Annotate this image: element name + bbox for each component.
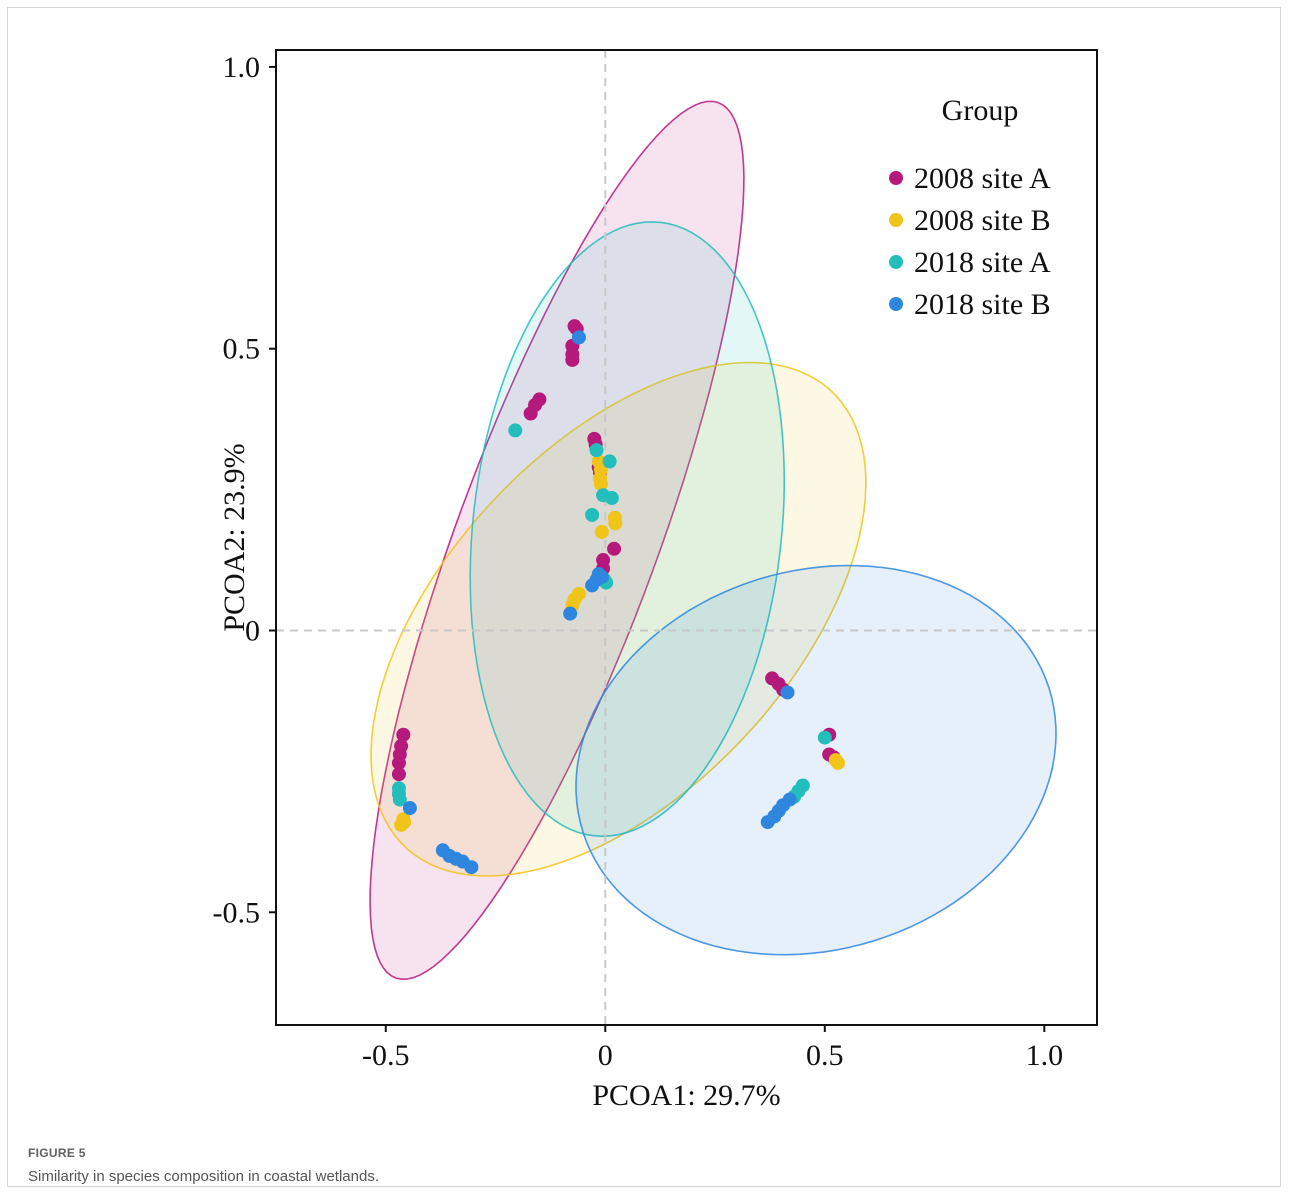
- point-2018-site-a-1: [589, 443, 604, 458]
- ellipse-2008-site-b: [370, 361, 867, 877]
- x-tick-label: 0.5: [806, 1039, 844, 1072]
- point-2008-site-b-14: [830, 755, 845, 770]
- point-2008-site-b-5: [608, 516, 623, 531]
- confidence-ellipses: [369, 100, 1057, 981]
- pcoa-chart: -0.5 0 0.5 1.0 -0.5 0 0.5 1.0 PCOA1: 29.7% PCOA…: [213, 49, 1098, 1112]
- point-2008-site-a-12: [607, 541, 622, 556]
- figure-caption: Similarity in species composition in coa…: [28, 1168, 379, 1185]
- point-2018-site-b-12: [780, 685, 795, 700]
- x-tick-label: -0.5: [362, 1039, 410, 1072]
- y-axis-label: PCOA2: 23.9%: [218, 443, 251, 631]
- point-2018-site-a-4: [604, 491, 619, 506]
- axis-labels: PCOA1: 29.7% PCOA2: 23.9%: [218, 443, 781, 1112]
- y-tick-label: 0.5: [223, 333, 261, 366]
- point-2018-site-b-6: [402, 801, 417, 816]
- point-2018-site-b-11: [464, 860, 479, 875]
- x-tick-label: 0: [598, 1039, 613, 1072]
- point-2008-site-a-20: [391, 767, 406, 782]
- legend-label-2018-site-b: 2018 site B: [914, 288, 1051, 321]
- point-2008-site-a-4: [565, 352, 580, 367]
- point-2018-site-b-3: [585, 578, 600, 593]
- legend-swatch-2008-site-b: [889, 213, 903, 227]
- y-tick-label: 1.0: [223, 51, 261, 84]
- point-2018-site-a-14: [817, 730, 832, 745]
- ellipse-2018-site-a: [469, 221, 786, 838]
- point-2018-site-a-0: [508, 423, 523, 438]
- legend-swatch-2008-site-a: [889, 171, 903, 185]
- point-2018-site-a-5: [585, 507, 600, 522]
- plot-border: [275, 49, 1098, 1026]
- legend-label-2018-site-a: 2018 site A: [914, 246, 1051, 279]
- plot-axes: [269, 49, 1098, 1032]
- y-tick-label: 0: [245, 614, 260, 647]
- figure-label: FIGURE 5: [28, 1146, 86, 1160]
- point-2018-site-a-10: [392, 792, 407, 807]
- ellipse-2008-site-a: [369, 100, 745, 981]
- point-2018-site-b-17: [782, 792, 797, 807]
- legend-label-2008-site-b: 2008 site B: [914, 204, 1051, 237]
- point-2008-site-a-7: [523, 406, 538, 421]
- point-2008-site-b-3: [593, 476, 608, 491]
- legend-title: Group: [942, 94, 1019, 127]
- figure-frame: -0.5 0 0.5 1.0 -0.5 0 0.5 1.0 PCOA1: 29.7% PCOA…: [7, 7, 1281, 1187]
- y-tick-label: -0.5: [213, 896, 261, 929]
- point-2008-site-a-19: [391, 755, 406, 770]
- data-points: [391, 319, 845, 875]
- reference-lines: [276, 50, 1097, 1025]
- point-2018-site-b-5: [563, 606, 578, 621]
- point-2008-site-a-16: [396, 727, 411, 742]
- point-2008-site-b-6: [594, 524, 609, 539]
- legend: Group 2008 site A 2008 site B 2018 site A 2…: [889, 94, 1051, 321]
- point-2008-site-b-12: [397, 815, 412, 830]
- tick-labels: -0.5 0 0.5 1.0 -0.5 0 0.5 1.0: [213, 51, 1064, 1072]
- x-axis-label: PCOA1: 29.7%: [592, 1079, 780, 1112]
- point-2018-site-a-2: [602, 454, 617, 469]
- legend-swatch-2018-site-b: [889, 297, 903, 311]
- x-tick-label: 1.0: [1026, 1039, 1064, 1072]
- point-2018-site-b-4: [594, 569, 609, 584]
- legend-label-2008-site-a: 2008 site A: [914, 162, 1051, 195]
- legend-swatch-2018-site-a: [889, 255, 903, 269]
- point-2018-site-b-0: [571, 330, 586, 345]
- ellipse-2018-site-b: [575, 564, 1057, 956]
